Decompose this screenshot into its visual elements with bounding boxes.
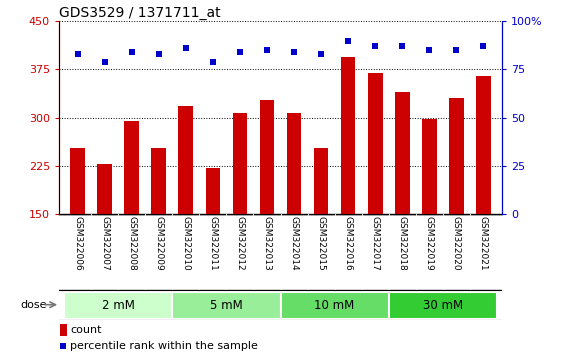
Bar bbox=[172, 292, 280, 319]
Point bbox=[425, 47, 434, 53]
Point bbox=[100, 59, 109, 64]
Point bbox=[209, 59, 218, 64]
Point bbox=[154, 51, 163, 57]
Text: dose: dose bbox=[21, 300, 47, 310]
Bar bbox=[314, 148, 329, 214]
Text: count: count bbox=[70, 325, 102, 335]
Text: GSM322019: GSM322019 bbox=[425, 216, 434, 271]
Bar bbox=[151, 148, 166, 214]
Text: GSM322021: GSM322021 bbox=[479, 216, 488, 271]
Bar bbox=[449, 98, 463, 214]
Point bbox=[73, 51, 82, 57]
Bar bbox=[341, 57, 356, 214]
Text: GSM322010: GSM322010 bbox=[181, 216, 190, 271]
Text: 30 mM: 30 mM bbox=[422, 299, 463, 312]
Point bbox=[398, 44, 407, 49]
Text: GSM322006: GSM322006 bbox=[73, 216, 82, 271]
Bar bbox=[98, 164, 112, 214]
Bar bbox=[422, 119, 436, 214]
Point bbox=[181, 45, 190, 51]
Text: GSM322018: GSM322018 bbox=[398, 216, 407, 271]
Point bbox=[263, 47, 272, 53]
Bar bbox=[476, 76, 491, 214]
Text: GSM322009: GSM322009 bbox=[154, 216, 163, 271]
Text: GSM322008: GSM322008 bbox=[127, 216, 136, 271]
Point bbox=[59, 343, 68, 349]
Point bbox=[316, 51, 325, 57]
Text: GSM322012: GSM322012 bbox=[236, 216, 245, 271]
Bar bbox=[60, 324, 67, 336]
Bar bbox=[260, 100, 274, 214]
Bar bbox=[232, 113, 247, 214]
Text: GDS3529 / 1371711_at: GDS3529 / 1371711_at bbox=[59, 6, 220, 20]
Point bbox=[479, 44, 488, 49]
Bar bbox=[367, 73, 383, 214]
Bar bbox=[178, 106, 194, 214]
Text: GSM322014: GSM322014 bbox=[289, 216, 298, 271]
Text: 10 mM: 10 mM bbox=[314, 299, 355, 312]
Point bbox=[289, 49, 298, 55]
Point bbox=[343, 38, 352, 43]
Text: percentile rank within the sample: percentile rank within the sample bbox=[70, 341, 258, 351]
Point bbox=[236, 49, 245, 55]
Point bbox=[452, 47, 461, 53]
Text: GSM322007: GSM322007 bbox=[100, 216, 109, 271]
Text: GSM322020: GSM322020 bbox=[452, 216, 461, 271]
Bar bbox=[70, 148, 85, 214]
Point bbox=[371, 44, 380, 49]
Bar bbox=[287, 113, 301, 214]
Bar bbox=[205, 168, 220, 214]
Bar bbox=[280, 292, 389, 319]
Text: 2 mM: 2 mM bbox=[102, 299, 135, 312]
Text: GSM322016: GSM322016 bbox=[343, 216, 352, 271]
Bar bbox=[389, 292, 496, 319]
Text: GSM322017: GSM322017 bbox=[371, 216, 380, 271]
Bar bbox=[65, 292, 172, 319]
Text: GSM322013: GSM322013 bbox=[263, 216, 272, 271]
Text: GSM322015: GSM322015 bbox=[316, 216, 325, 271]
Point bbox=[127, 49, 136, 55]
Text: GSM322011: GSM322011 bbox=[209, 216, 218, 271]
Bar bbox=[395, 92, 410, 214]
Bar bbox=[125, 121, 139, 214]
Text: 5 mM: 5 mM bbox=[210, 299, 243, 312]
